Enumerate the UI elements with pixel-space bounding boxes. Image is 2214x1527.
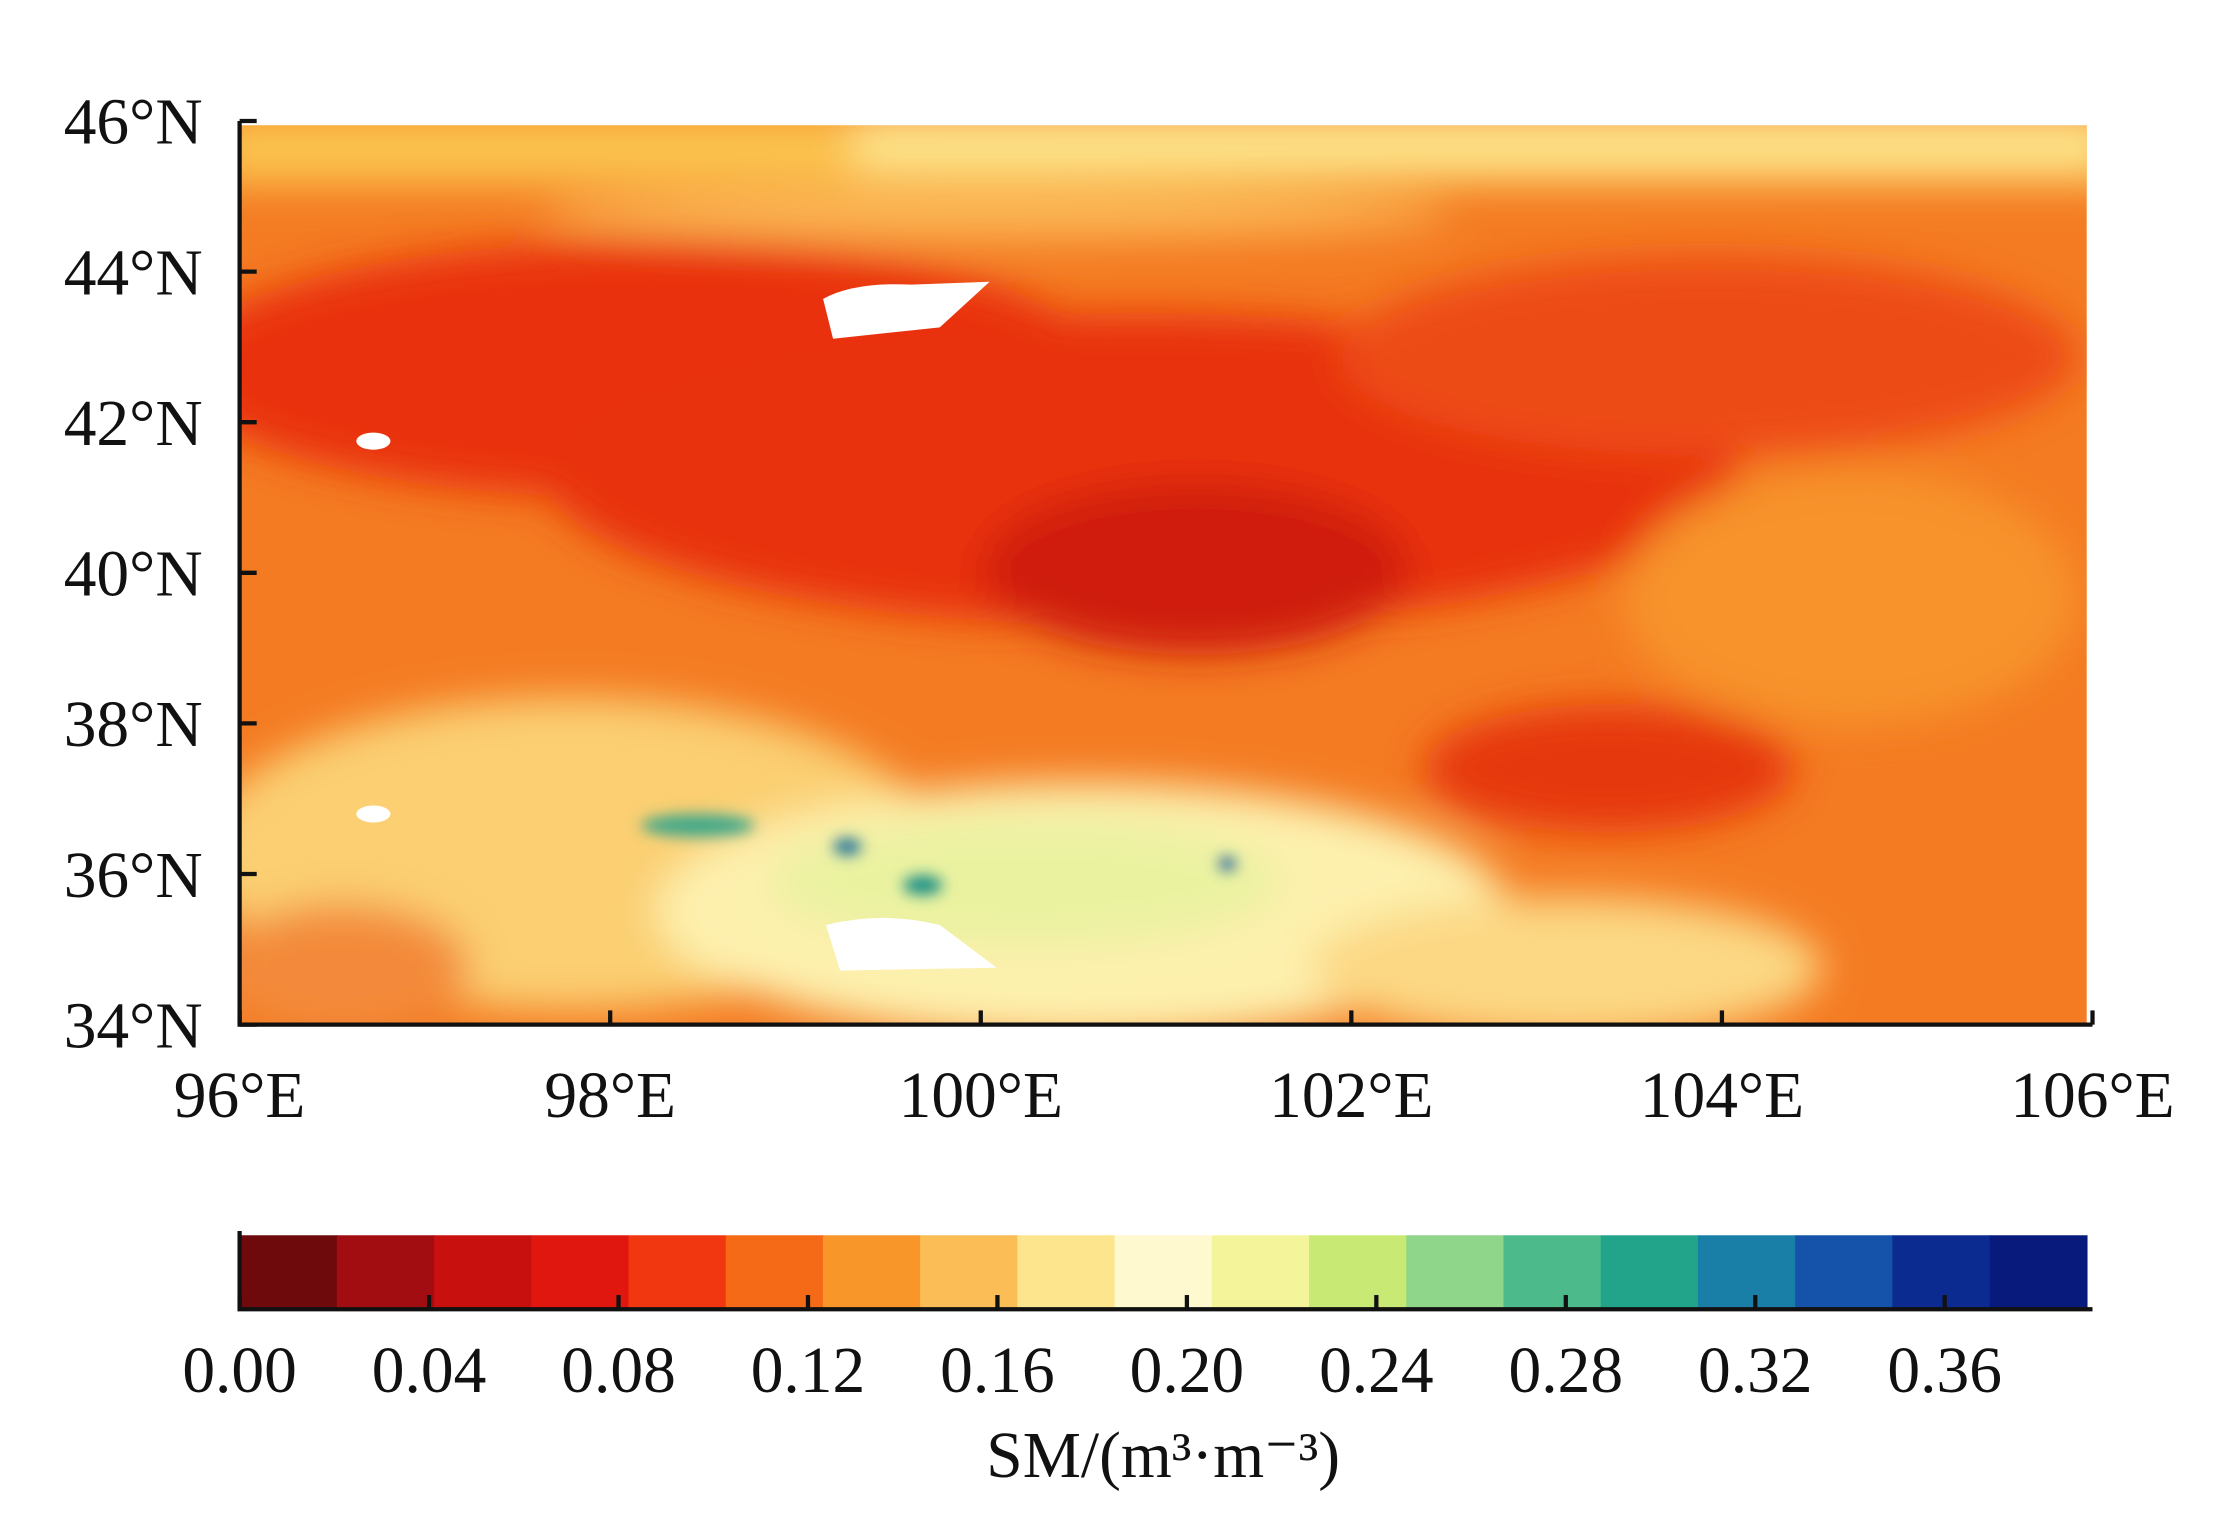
x-tick-label: 106°E — [2010, 1060, 2174, 1132]
y-tick-label: 34°N — [64, 990, 203, 1062]
colorbar-tick-label: 0.24 — [1319, 1335, 1434, 1407]
colorbar-frame — [237, 1230, 2093, 1312]
y-tick-label: 46°N — [64, 87, 203, 159]
colorbar-swatch — [1114, 1235, 1213, 1310]
colorbar-tick-label: 0.32 — [1698, 1335, 1813, 1407]
colorbar-swatch — [239, 1235, 338, 1310]
colorbar-label: SM/(m³·m⁻³) — [986, 1420, 1340, 1492]
x-tick-label: 102°E — [1269, 1060, 1433, 1132]
colorbar-swatch — [1795, 1235, 1894, 1310]
axis-ticks: 96°E 98°E 100°E 102°E 104°E 106°E 34°N 36°N 38°N… — [64, 87, 2175, 1132]
colorbar-swatch — [1309, 1235, 1407, 1310]
colorbar-swatch — [1989, 1235, 2088, 1310]
colorbar-swatch — [920, 1235, 1019, 1310]
colorbar-tick-label: 0.36 — [1887, 1335, 2002, 1407]
y-tick-label: 38°N — [64, 689, 203, 761]
colorbar-swatch — [1892, 1235, 1991, 1310]
y-tick-label: 42°N — [64, 388, 203, 460]
colorbar-tick-label: 0.28 — [1509, 1335, 1624, 1407]
colorbar-tick-label: 0.04 — [372, 1335, 487, 1407]
colorbar-swatch — [434, 1235, 532, 1310]
colorbar-swatch — [1017, 1235, 1116, 1310]
colorbar-swatch — [531, 1235, 630, 1310]
x-tick-label: 100°E — [899, 1060, 1063, 1132]
colorbar-swatch — [1600, 1235, 1699, 1310]
x-tick-label: 96°E — [174, 1060, 306, 1132]
y-tick-label: 36°N — [64, 840, 203, 912]
colorbar-tick-label: 0.00 — [182, 1335, 297, 1407]
soil-moisture-map — [239, 125, 2087, 1025]
colorbar: 0.00 0.04 0.08 0.12 0.16 0.20 0.24 0.28 0.32 0.36… — [182, 1230, 2093, 1492]
colorbar-swatch — [336, 1235, 435, 1310]
colorbar-swatch — [1697, 1235, 1796, 1310]
colorbar-swatch — [628, 1235, 727, 1310]
colorbar-tick-label: 0.20 — [1130, 1335, 1245, 1407]
colorbar-swatch — [1503, 1235, 1602, 1310]
colorbar-tick-label: 0.16 — [940, 1335, 1055, 1407]
x-tick-label: 104°E — [1640, 1060, 1804, 1132]
x-tick-label: 98°E — [544, 1060, 676, 1132]
colorbar-tick-label: 0.12 — [751, 1335, 866, 1407]
colorbar-swatch — [1211, 1235, 1310, 1310]
colorbar-tick-label: 0.08 — [561, 1335, 676, 1407]
y-tick-label: 44°N — [64, 237, 203, 309]
y-tick-label: 40°N — [64, 539, 203, 611]
colorbar-swatch — [822, 1235, 921, 1310]
colorbar-swatch — [1406, 1235, 1505, 1310]
